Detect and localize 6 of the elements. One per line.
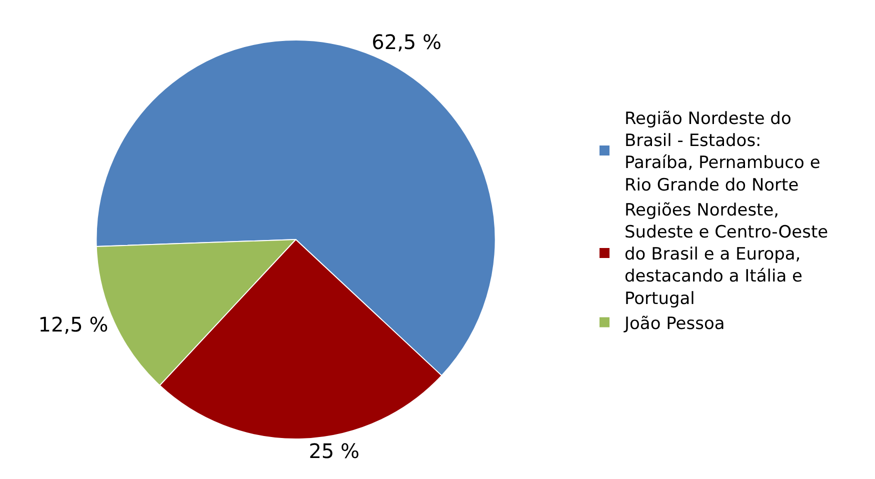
data-label: 12,5 % <box>38 312 108 336</box>
legend-label: Regiões Nordeste, Sudeste e Centro-Oeste do Brasil e a Europa, destacando a Itália e Portugal <box>624 200 828 309</box>
legend-label: Região Nordeste do Brasil - Estados: Paraíba, Pernambuco e Rio Grande do Norte <box>624 109 820 196</box>
legend-label: João Pessoa <box>624 314 725 334</box>
data-label: 25 % <box>308 438 360 463</box>
data-label: 62,5 % <box>372 30 442 54</box>
